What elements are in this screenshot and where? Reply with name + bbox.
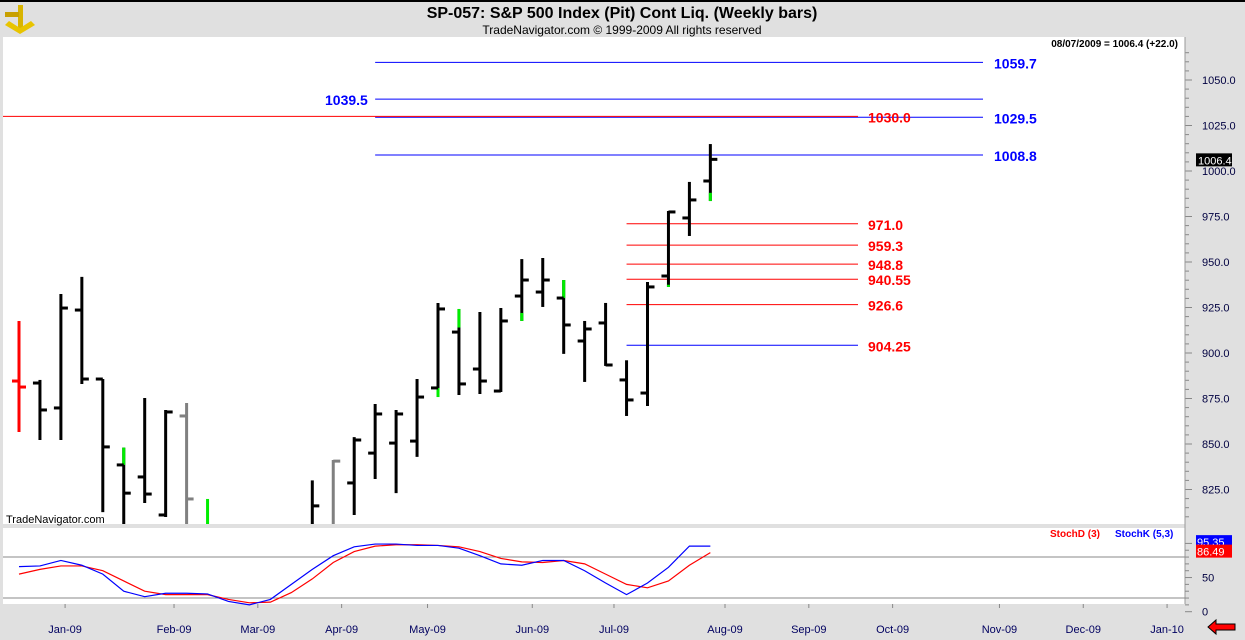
watermark: TradeNavigator.com xyxy=(6,514,105,526)
level-label: 1039.5 xyxy=(325,92,368,108)
level-label: 959.3 xyxy=(868,238,903,254)
level-label: 926.6 xyxy=(868,298,903,314)
y-tick-label: 875.0 xyxy=(1202,394,1230,406)
last-quote: 08/07/2009 = 1006.4 (+22.0) xyxy=(1051,39,1178,50)
level-label: 948.8 xyxy=(868,257,903,273)
y-tick-label: 850.0 xyxy=(1202,439,1230,451)
level-label: 940.55 xyxy=(868,272,911,288)
y-tick-label: 950.0 xyxy=(1202,257,1230,269)
stochd-legend: StochD (3) xyxy=(1050,529,1100,540)
x-tick-label: Oct-09 xyxy=(876,624,909,636)
y-tick-label: 1000.0 xyxy=(1202,166,1236,178)
stoch-value-label: 86.49 xyxy=(1197,547,1225,559)
x-tick-label: Dec-09 xyxy=(1066,624,1101,636)
x-tick-label: Jul-09 xyxy=(599,624,629,636)
x-tick-label: Feb-09 xyxy=(157,624,192,636)
last-price-tag xyxy=(1196,153,1232,167)
x-tick-label: Jan-09 xyxy=(48,624,82,636)
ohlc-bars xyxy=(12,144,718,524)
stoch-tick-label: 50 xyxy=(1202,573,1214,585)
x-tick-label: Mar-09 xyxy=(240,624,275,636)
last-price-label: 1006.4 xyxy=(1198,155,1232,167)
x-tick-label: Nov-09 xyxy=(982,624,1017,636)
stochk-legend: StochK (5,3) xyxy=(1115,529,1173,540)
x-tick-label: May-09 xyxy=(409,624,446,636)
scroll-left-button[interactable] xyxy=(1207,618,1236,636)
y-tick-label: 925.0 xyxy=(1202,303,1230,315)
level-label: 1030.0 xyxy=(868,109,911,125)
stoch-panel xyxy=(3,528,1185,604)
y-tick-label: 900.0 xyxy=(1202,348,1230,360)
level-label: 1008.8 xyxy=(994,148,1037,164)
stoch-value-tag xyxy=(1196,544,1232,558)
y-tick-label: 825.0 xyxy=(1202,485,1230,497)
stochk-line xyxy=(18,543,711,606)
stochd-line xyxy=(18,544,711,604)
x-tick-label: Aug-09 xyxy=(707,624,742,636)
levels xyxy=(3,61,983,346)
y-tick-label: 1050.0 xyxy=(1202,75,1236,87)
x-tick-label: Jun-09 xyxy=(515,624,549,636)
x-tick-label: Jan-10 xyxy=(1150,624,1184,636)
level-label: 1059.7 xyxy=(994,55,1037,71)
x-tick-label: Sep-09 xyxy=(791,624,826,636)
chart-subtitle: TradeNavigator.com © 1999-2009 All right… xyxy=(482,23,761,37)
stoch-tick-label: 0 xyxy=(1202,607,1208,619)
level-label: 971.0 xyxy=(868,217,903,233)
level-label: 904.25 xyxy=(868,338,911,354)
sextant-icon xyxy=(5,5,35,34)
x-tick-label: Apr-09 xyxy=(325,624,358,636)
chart-title: SP-057: S&P 500 Index (Pit) Cont Liq. (W… xyxy=(427,5,818,22)
price-panel xyxy=(3,37,1185,524)
level-label: 1029.5 xyxy=(994,110,1037,126)
y-tick-label: 975.0 xyxy=(1202,212,1230,224)
red-left-arrow-icon[interactable] xyxy=(1207,618,1236,636)
y-tick-label: 1025.0 xyxy=(1202,121,1236,133)
